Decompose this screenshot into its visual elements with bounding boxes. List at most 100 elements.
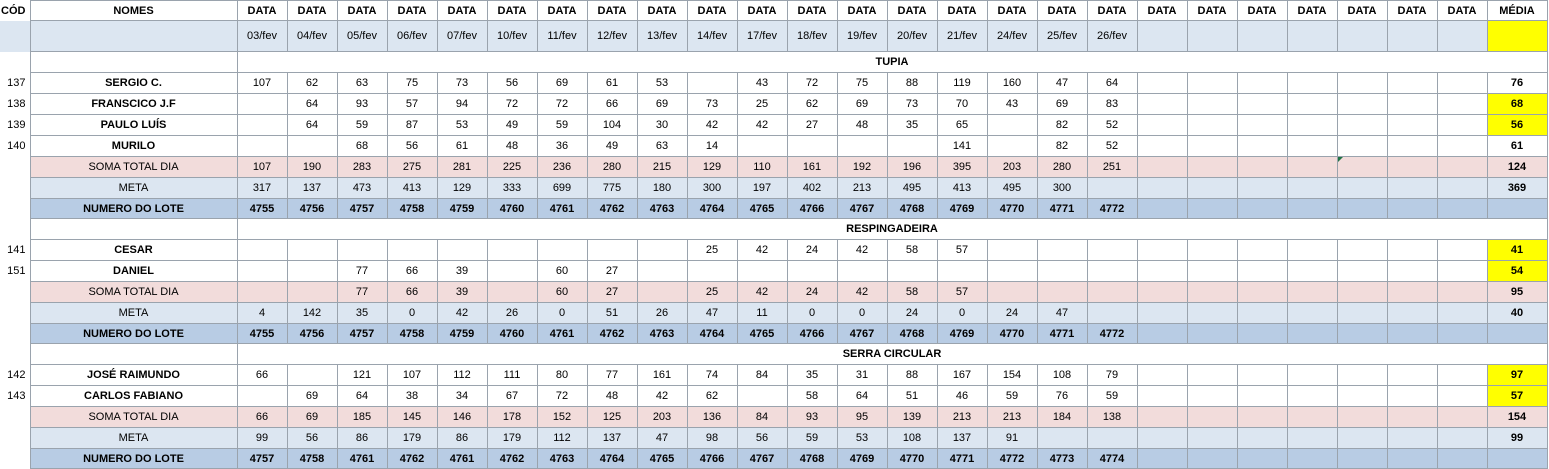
empty-cell[interactable] xyxy=(1186,135,1238,157)
lote-value[interactable]: 4757 xyxy=(336,198,388,219)
worker-value[interactable]: 73 xyxy=(686,93,738,115)
worker-value[interactable]: 75 xyxy=(386,72,438,94)
worker-value[interactable] xyxy=(886,135,938,157)
worker-value[interactable]: 64 xyxy=(286,93,338,115)
lote-media[interactable] xyxy=(1486,448,1548,469)
empty-cell[interactable] xyxy=(1336,302,1388,324)
meta-value[interactable]: 137 xyxy=(936,427,988,449)
meta-media[interactable]: 40 xyxy=(1486,302,1548,324)
meta-value[interactable]: 333 xyxy=(486,177,538,199)
worker-value[interactable] xyxy=(336,239,388,261)
meta-value[interactable]: 4 xyxy=(236,302,288,324)
empty-cell[interactable] xyxy=(1386,135,1438,157)
soma-value[interactable]: 185 xyxy=(336,406,388,428)
empty-cell[interactable] xyxy=(1136,406,1188,428)
empty-cell[interactable] xyxy=(1236,156,1288,178)
empty-cell[interactable] xyxy=(1186,114,1238,136)
worker-value[interactable] xyxy=(236,93,288,115)
empty-cell[interactable] xyxy=(1236,198,1288,219)
header-media[interactable]: MÉDIA xyxy=(1486,0,1548,21)
worker-value[interactable]: 69 xyxy=(536,72,588,94)
worker-name[interactable]: DANIEL xyxy=(29,260,238,282)
soma-value[interactable]: 125 xyxy=(586,406,638,428)
empty-cell[interactable] xyxy=(1236,260,1288,282)
lote-cod-blank[interactable] xyxy=(0,323,31,344)
empty-cell[interactable] xyxy=(1436,177,1488,199)
meta-value[interactable]: 56 xyxy=(286,427,338,449)
worker-value[interactable]: 62 xyxy=(786,93,838,115)
empty-cell[interactable] xyxy=(1236,406,1288,428)
worker-value[interactable]: 154 xyxy=(986,364,1038,386)
soma-media[interactable]: 124 xyxy=(1486,156,1548,178)
empty-cell[interactable] xyxy=(1336,323,1388,344)
empty-cell[interactable] xyxy=(1186,198,1238,219)
soma-media[interactable]: 154 xyxy=(1486,406,1548,428)
meta-value[interactable]: 0 xyxy=(536,302,588,324)
worker-value[interactable]: 53 xyxy=(436,114,488,136)
meta-value[interactable]: 112 xyxy=(536,427,588,449)
worker-value[interactable]: 59 xyxy=(536,114,588,136)
worker-value[interactable]: 121 xyxy=(336,364,388,386)
soma-label[interactable]: SOMA TOTAL DIA xyxy=(29,281,238,303)
worker-value[interactable]: 94 xyxy=(436,93,488,115)
soma-value[interactable] xyxy=(636,281,688,303)
lote-value[interactable]: 4762 xyxy=(386,448,438,469)
meta-value[interactable]: 179 xyxy=(486,427,538,449)
empty-cell[interactable] xyxy=(1436,406,1488,428)
soma-cod-blank[interactable] xyxy=(0,281,31,303)
worker-value[interactable]: 167 xyxy=(936,364,988,386)
empty-cell[interactable] xyxy=(1136,198,1188,219)
empty-cell[interactable] xyxy=(1336,198,1388,219)
section-cod-blank[interactable] xyxy=(0,51,31,73)
worker-value[interactable] xyxy=(736,135,788,157)
empty-cell[interactable] xyxy=(1386,323,1438,344)
date-cell[interactable]: 26/fev xyxy=(1086,20,1138,52)
worker-value[interactable]: 141 xyxy=(936,135,988,157)
header-data[interactable]: DATA xyxy=(686,0,738,21)
worker-value[interactable]: 108 xyxy=(1036,364,1088,386)
worker-media[interactable]: 41 xyxy=(1486,239,1548,261)
soma-value[interactable]: 215 xyxy=(636,156,688,178)
lote-value[interactable]: 4766 xyxy=(686,448,738,469)
worker-value[interactable] xyxy=(286,364,338,386)
lote-value[interactable]: 4772 xyxy=(1086,323,1138,344)
soma-value[interactable]: 107 xyxy=(236,156,288,178)
worker-name[interactable]: PAULO LUÍS xyxy=(29,114,238,136)
worker-value[interactable] xyxy=(236,260,288,282)
worker-value[interactable]: 25 xyxy=(686,239,738,261)
worker-value[interactable]: 77 xyxy=(336,260,388,282)
lote-value[interactable]: 4771 xyxy=(1036,323,1088,344)
empty-cell[interactable] xyxy=(1336,260,1388,282)
meta-value[interactable] xyxy=(1086,427,1138,449)
lote-media[interactable] xyxy=(1486,198,1548,219)
worker-value[interactable] xyxy=(236,385,288,407)
empty-cell[interactable] xyxy=(1236,177,1288,199)
worker-media[interactable]: 68 xyxy=(1486,93,1548,115)
date-cell[interactable] xyxy=(1386,20,1438,52)
meta-value[interactable]: 402 xyxy=(786,177,838,199)
date-cell[interactable]: 20/fev xyxy=(886,20,938,52)
worker-value[interactable]: 59 xyxy=(1086,385,1138,407)
lote-value[interactable]: 4759 xyxy=(436,323,488,344)
worker-value[interactable] xyxy=(1086,239,1138,261)
worker-value[interactable]: 59 xyxy=(986,385,1038,407)
empty-cell[interactable] xyxy=(1136,72,1188,94)
worker-value[interactable]: 38 xyxy=(386,385,438,407)
lote-value[interactable]: 4763 xyxy=(536,448,588,469)
worker-value[interactable] xyxy=(286,239,338,261)
worker-value[interactable]: 58 xyxy=(786,385,838,407)
empty-cell[interactable] xyxy=(1336,427,1388,449)
meta-media[interactable]: 369 xyxy=(1486,177,1548,199)
soma-value[interactable]: 25 xyxy=(686,281,738,303)
worker-value[interactable] xyxy=(636,239,688,261)
lote-value[interactable]: 4762 xyxy=(486,448,538,469)
lote-value[interactable]: 4763 xyxy=(636,323,688,344)
soma-value[interactable]: 213 xyxy=(986,406,1038,428)
date-cell[interactable]: 17/fev xyxy=(736,20,788,52)
worker-value[interactable] xyxy=(586,239,638,261)
lote-value[interactable]: 4771 xyxy=(1036,198,1088,219)
worker-name[interactable]: FRANSCICO J.F xyxy=(29,93,238,115)
soma-label[interactable]: SOMA TOTAL DIA xyxy=(29,406,238,428)
worker-value[interactable] xyxy=(886,260,938,282)
meta-value[interactable]: 137 xyxy=(286,177,338,199)
